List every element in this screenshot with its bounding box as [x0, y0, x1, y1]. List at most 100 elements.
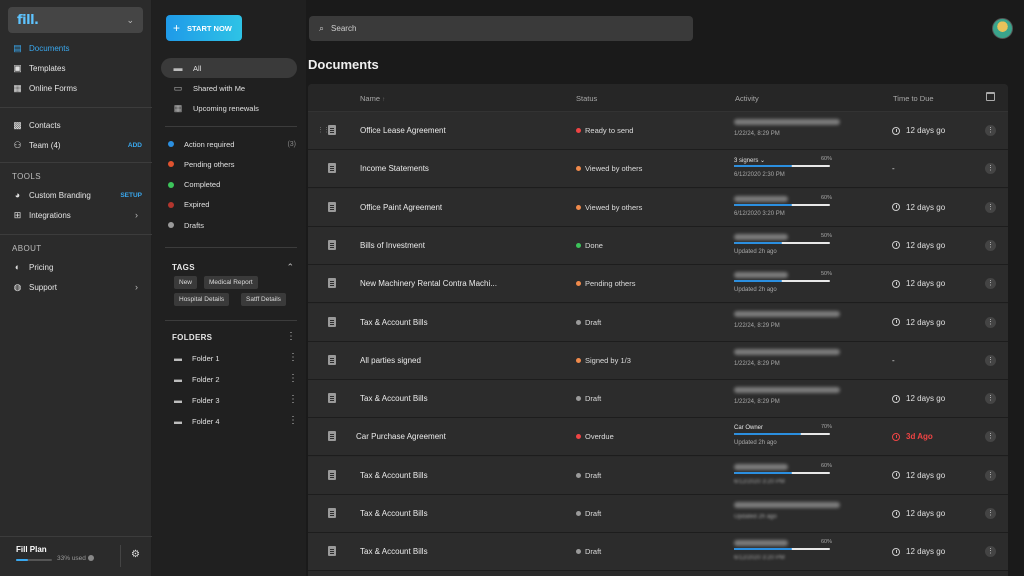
document-name[interactable]: Office Paint Agreement	[360, 202, 443, 212]
document-name[interactable]: Tax & Account Bills	[360, 470, 428, 480]
document-name[interactable]: New Machinery Rental Contra Machi...	[360, 279, 497, 289]
table-row[interactable]: Car Purchase Agreement Overdue Car Owner 70…	[308, 418, 1008, 457]
tag-chip[interactable]: New	[174, 276, 198, 289]
row-menu-icon[interactable]: ⋮	[985, 354, 996, 366]
sidebar-item-documents[interactable]: ▤ Documents	[0, 38, 152, 58]
activity-label[interactable]: 3 signers ⌄	[734, 158, 766, 165]
document-name[interactable]: Income Statements	[360, 164, 429, 174]
table-row[interactable]: Income Statements Viewed by others 3 signe…	[308, 150, 1008, 189]
column-header-name[interactable]: Name ↑	[360, 94, 385, 103]
start-now-button[interactable]: + START NOW	[166, 15, 242, 41]
progress-percent: 60%	[820, 462, 832, 469]
gear-icon[interactable]: ⚙	[131, 549, 140, 560]
row-menu-icon[interactable]: ⋮	[985, 163, 996, 175]
row-menu-icon[interactable]: ⋮	[985, 508, 996, 519]
folders-menu-icon[interactable]: ⋮	[286, 331, 296, 342]
sidebar-item-online-forms[interactable]: ▦ Online Forms	[0, 78, 152, 98]
folder-item[interactable]: ▬ Folder 4 ⋮	[174, 411, 298, 431]
row-menu-icon[interactable]: ⋮	[985, 316, 996, 328]
document-name[interactable]: All parties signed	[360, 355, 421, 365]
search-input[interactable]: ⌕ Search	[309, 16, 693, 41]
document-name[interactable]: Car Purchase Agreement	[356, 432, 446, 442]
info-icon[interactable]	[87, 555, 94, 562]
table-row[interactable]: ⋮⋮ Office Lease Agreement Ready to send 1/2…	[308, 112, 1008, 150]
calendar-icon[interactable]	[986, 92, 995, 101]
table-row[interactable]: Bills of Investment Done 50% Updated 2h ago…	[308, 226, 1008, 265]
folder-item[interactable]: ▬ Folder 1 ⋮	[174, 348, 298, 368]
folder-menu-icon[interactable]: ⋮	[288, 415, 298, 426]
chevron-up-icon[interactable]: ⌃	[286, 262, 294, 272]
sidebar-item-pricing[interactable]: ◐ Pricing	[0, 257, 152, 277]
column-header-status[interactable]: Status	[576, 94, 598, 103]
progress-bar-fill	[734, 433, 802, 436]
tag-chip[interactable]: Satff Details	[241, 293, 286, 306]
document-name[interactable]: Bills of Investment	[360, 240, 425, 250]
divider	[165, 126, 297, 127]
avatar[interactable]	[992, 18, 1013, 39]
start-now-label: START NOW	[187, 23, 232, 33]
filter-shared-with-me[interactable]: ▭ Shared with Me	[161, 78, 297, 98]
table-row[interactable]: Tax & Account Bills Draft 60% 6/12/2020 3:2…	[308, 456, 1008, 495]
progress-bar	[734, 471, 830, 474]
status-filter-drafts[interactable]: Drafts	[168, 215, 298, 235]
folder-icon: ▬	[174, 353, 182, 363]
document-name[interactable]: Tax & Account Bills	[360, 509, 428, 518]
folder-menu-icon[interactable]: ⋮	[288, 373, 298, 384]
nav-tools: ◕ Custom Branding SETUP ⊞ Integrations ›	[0, 185, 152, 225]
folder-item[interactable]: ▬ Folder 2 ⋮	[174, 369, 298, 389]
row-menu-icon[interactable]: ⋮	[985, 201, 996, 213]
row-menu-icon[interactable]: ⋮	[985, 469, 996, 481]
row-menu-icon[interactable]: ⋮	[985, 431, 996, 443]
status-dot	[168, 181, 174, 188]
folder-menu-icon[interactable]: ⋮	[288, 352, 298, 363]
sidebar-action-setup[interactable]: SETUP	[120, 191, 142, 199]
table-row[interactable]: Tax & Account Bills Draft 1/22/24, 8:29 PM…	[308, 380, 1008, 419]
workspace-selector[interactable]: fill. ⌄	[8, 7, 143, 33]
sidebar-item-custom-branding[interactable]: ◕ Custom Branding SETUP	[0, 185, 152, 205]
table-row[interactable]: Tax & Account Bills Draft 1/22/24, 8:29 PM…	[308, 303, 1008, 342]
folder-item[interactable]: ▬ Folder 3 ⋮	[174, 390, 298, 410]
folder-icon: ▬	[174, 395, 182, 405]
table-row[interactable]: All parties signed Signed by 1/3 1/22/24, …	[308, 341, 1008, 380]
row-menu-icon[interactable]: ⋮	[985, 393, 996, 405]
row-menu-icon[interactable]: ⋮	[985, 125, 996, 136]
table-row[interactable]: Tax & Account Bills Draft 60% 6/12/2020 3:2…	[308, 533, 1008, 572]
sidebar-item-support[interactable]: ◍ Support ›	[0, 277, 152, 297]
column-header-activity[interactable]: Activity	[735, 94, 759, 103]
status-label: Draft	[585, 470, 602, 480]
chevron-right-icon: ›	[135, 282, 138, 292]
sidebar-item-team-4[interactable]: ⚇ Team (4) ADD	[0, 135, 152, 155]
tag-chip[interactable]: Medical Report	[204, 276, 258, 289]
sidebar-item-templates[interactable]: ▣ Templates	[0, 58, 152, 78]
filter-upcoming-renewals[interactable]: ▦ Upcoming renewals	[161, 98, 297, 118]
status-filter-expired[interactable]: Expired	[168, 195, 298, 215]
document-name[interactable]: Tax & Account Bills	[360, 394, 428, 404]
status-dot	[168, 201, 174, 208]
document-name[interactable]: Tax & Account Bills	[360, 547, 428, 557]
sidebar-item-contacts[interactable]: ▩ Contacts	[0, 115, 152, 135]
table-row[interactable]: New Machinery Rental Contra Machi... Pend…	[308, 265, 1008, 304]
row-menu-icon[interactable]: ⋮	[985, 239, 996, 251]
table-row[interactable]: Office Paint Agreement Viewed by others 60…	[308, 188, 1008, 227]
document-name[interactable]: Office Lease Agreement	[360, 126, 446, 135]
status-filter-action-required[interactable]: Action required (3)	[168, 134, 298, 154]
column-header-due[interactable]: Time to Due	[893, 94, 934, 103]
tag-chip[interactable]: Hospital Details	[174, 293, 230, 306]
table-row[interactable]: Tax & Account Bills Draft Updated 2h ago 12…	[308, 495, 1008, 533]
row-menu-icon[interactable]: ⋮	[985, 278, 996, 290]
status-filter-label: Drafts	[184, 220, 205, 230]
filter-all[interactable]: ▬ All	[161, 58, 297, 78]
sidebar-item-integrations[interactable]: ⊞ Integrations ›	[0, 205, 152, 225]
status-filter-pending-others[interactable]: Pending others	[168, 154, 298, 174]
document-name[interactable]: Tax & Account Bills	[360, 317, 428, 327]
sidebar-action-add[interactable]: ADD	[127, 141, 142, 149]
status-label: Overdue	[585, 432, 614, 442]
folder-menu-icon[interactable]: ⋮	[288, 394, 298, 405]
activity-cell: 3 signers ⌄ 60% 6/12/2020 2:30 PM	[734, 155, 832, 185]
document-icon	[328, 354, 336, 365]
due-label: 3d Ago	[906, 432, 933, 442]
status-filter-completed[interactable]: Completed	[168, 175, 298, 195]
sidebar-item-label: Online Forms	[29, 83, 78, 93]
row-menu-icon[interactable]: ⋮	[985, 546, 996, 558]
drag-handle-icon[interactable]: ⋮⋮	[317, 127, 330, 134]
